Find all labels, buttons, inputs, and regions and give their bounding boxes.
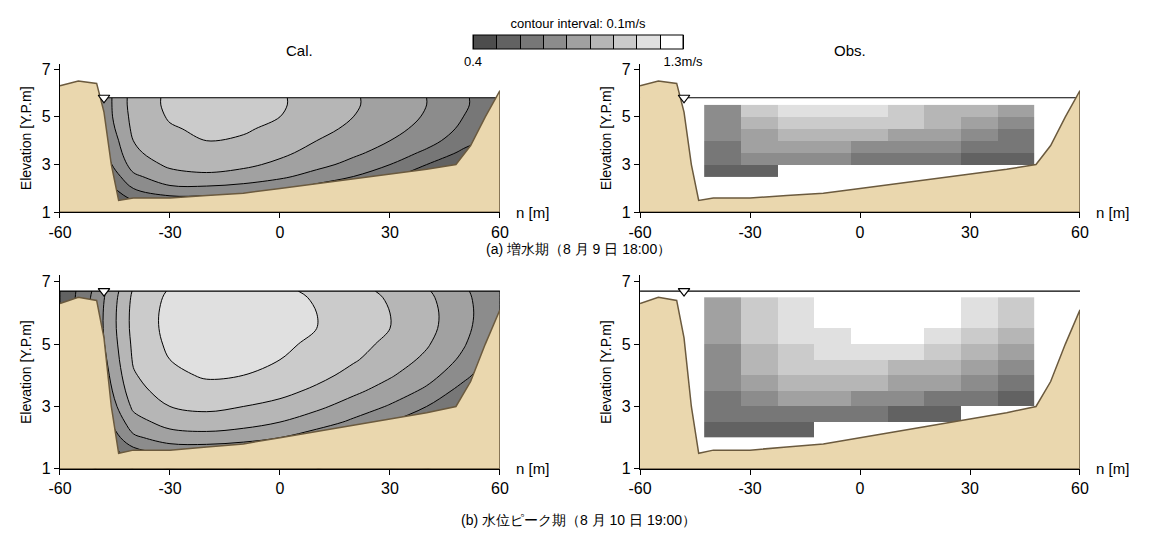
svg-text:0: 0	[856, 480, 865, 497]
svg-text:0.4: 0.4	[464, 54, 482, 69]
svg-text:1: 1	[622, 460, 631, 477]
svg-text:7: 7	[622, 61, 631, 78]
svg-text:30: 30	[961, 480, 979, 497]
svg-text:0: 0	[276, 224, 285, 241]
svg-text:n [m]: n [m]	[516, 204, 549, 221]
svg-text:Cal.: Cal.	[286, 42, 313, 59]
svg-text:60: 60	[491, 480, 509, 497]
svg-text:3: 3	[622, 398, 631, 415]
svg-text:Elevation [Y.P.m]: Elevation [Y.P.m]	[18, 320, 34, 424]
svg-text:-60: -60	[48, 224, 71, 241]
svg-text:30: 30	[961, 224, 979, 241]
svg-text:30: 30	[381, 480, 399, 497]
svg-text:0: 0	[856, 224, 865, 241]
svg-text:3: 3	[622, 156, 631, 173]
svg-text:7: 7	[622, 273, 631, 290]
svg-text:Elevation [Y.P.m]: Elevation [Y.P.m]	[598, 86, 614, 190]
svg-text:3: 3	[42, 398, 51, 415]
svg-text:1: 1	[42, 460, 51, 477]
svg-text:5: 5	[622, 108, 631, 125]
svg-text:5: 5	[622, 336, 631, 353]
svg-text:7: 7	[42, 61, 51, 78]
svg-text:Obs.: Obs.	[834, 42, 866, 59]
svg-text:(a) 増水期（8 月 9 日 18:00）: (a) 増水期（8 月 9 日 18:00）	[486, 241, 671, 257]
svg-text:-30: -30	[158, 480, 181, 497]
svg-text:n [m]: n [m]	[516, 460, 549, 477]
svg-text:-30: -30	[158, 224, 181, 241]
svg-text:5: 5	[42, 108, 51, 125]
svg-text:7: 7	[42, 273, 51, 290]
svg-text:Elevation [Y.P.m]: Elevation [Y.P.m]	[18, 86, 34, 190]
svg-text:n [m]: n [m]	[1096, 204, 1129, 221]
svg-text:n [m]: n [m]	[1096, 460, 1129, 477]
svg-text:60: 60	[1071, 480, 1089, 497]
svg-text:-30: -30	[738, 224, 761, 241]
svg-text:30: 30	[381, 224, 399, 241]
svg-text:1: 1	[622, 204, 631, 221]
svg-text:5: 5	[42, 336, 51, 353]
svg-text:-60: -60	[628, 224, 651, 241]
svg-text:60: 60	[1071, 224, 1089, 241]
svg-text:0: 0	[276, 480, 285, 497]
svg-text:(b) 水位ピーク期（8 月 10 日 19:00）: (b) 水位ピーク期（8 月 10 日 19:00）	[461, 512, 696, 528]
svg-text:60: 60	[491, 224, 509, 241]
svg-text:contour interval: 0.1m/s: contour interval: 0.1m/s	[510, 16, 646, 31]
svg-text:-60: -60	[48, 480, 71, 497]
svg-text:1: 1	[42, 204, 51, 221]
svg-text:3: 3	[42, 156, 51, 173]
svg-text:Elevation [Y.P.m]: Elevation [Y.P.m]	[598, 320, 614, 424]
svg-text:1.3m/s: 1.3m/s	[663, 54, 703, 69]
svg-text:-30: -30	[738, 480, 761, 497]
svg-text:-60: -60	[628, 480, 651, 497]
